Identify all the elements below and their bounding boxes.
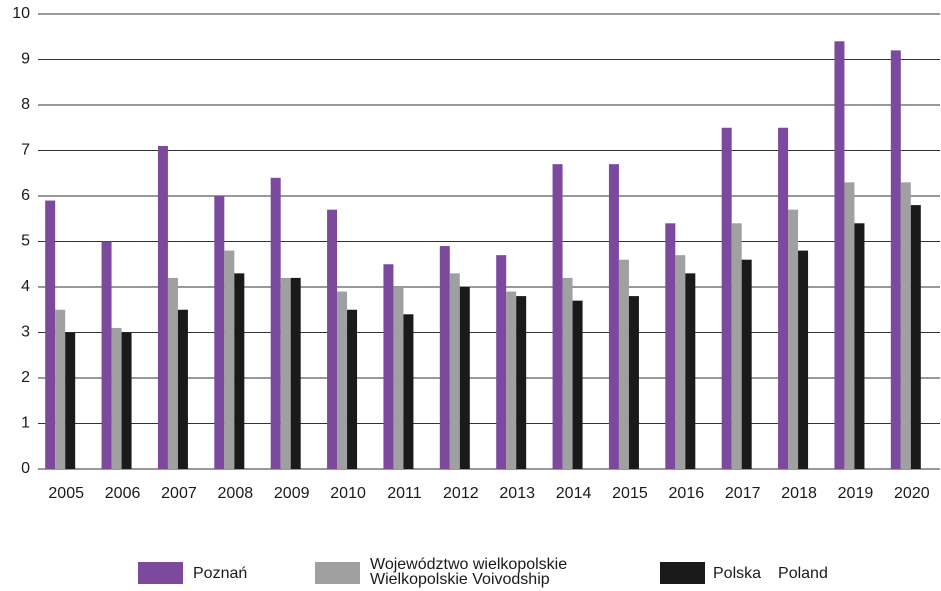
x-tick-label: 2008 <box>218 485 254 502</box>
bar <box>628 296 639 469</box>
bar <box>101 241 112 469</box>
x-tick-label: 2007 <box>161 485 197 502</box>
bar <box>403 314 414 469</box>
x-tick-label: 2013 <box>499 485 535 502</box>
bar <box>121 332 132 469</box>
x-tick-label: 2015 <box>612 485 648 502</box>
bar <box>618 259 629 469</box>
legend-swatch <box>138 562 183 584</box>
bar <box>675 255 686 469</box>
bar <box>337 291 348 469</box>
bar <box>900 182 911 469</box>
bar <box>65 332 76 469</box>
bar <box>665 223 676 469</box>
bar <box>45 200 56 470</box>
bar <box>459 287 470 469</box>
y-tick-label: 7 <box>21 142 30 159</box>
y-tick-label: 5 <box>21 233 30 250</box>
x-tick-label: 2020 <box>894 485 930 502</box>
legend-swatch <box>660 562 705 584</box>
bar <box>890 50 901 470</box>
x-tick-label: 2016 <box>669 485 705 502</box>
legend-label: Poznań <box>193 565 247 582</box>
bar <box>439 246 450 469</box>
bar <box>741 259 752 469</box>
x-tick-label: 2006 <box>105 485 141 502</box>
legend-swatch <box>315 562 360 584</box>
x-tick-label: 2005 <box>48 485 84 502</box>
bar <box>449 273 460 469</box>
y-tick-label: 2 <box>21 369 30 386</box>
bar <box>496 255 507 469</box>
x-tick-label: 2017 <box>725 485 761 502</box>
bar <box>562 277 573 469</box>
bar <box>270 177 281 470</box>
bar <box>506 291 517 469</box>
bar <box>834 41 845 470</box>
y-tick-label: 6 <box>21 187 30 204</box>
y-tick-label: 8 <box>21 96 30 113</box>
bar <box>157 145 168 469</box>
x-tick-label: 2018 <box>781 485 817 502</box>
y-tick-label: 4 <box>21 278 30 295</box>
bar <box>280 277 291 469</box>
bar <box>721 127 732 469</box>
bar <box>572 300 583 469</box>
bar <box>290 277 301 469</box>
bar <box>177 309 188 469</box>
bar <box>234 273 245 469</box>
x-tick-label: 2019 <box>838 485 874 502</box>
bar <box>788 209 799 469</box>
bar <box>778 127 789 469</box>
bar <box>393 287 404 469</box>
x-tick-label: 2009 <box>274 485 310 502</box>
bar <box>798 250 809 469</box>
bar <box>111 327 122 469</box>
x-tick-label: 2014 <box>556 485 592 502</box>
legend-label-en: Poland <box>778 565 828 582</box>
bar <box>167 277 178 469</box>
bar <box>214 196 225 469</box>
bar <box>552 164 563 469</box>
bar <box>516 296 527 469</box>
x-tick-label: 2012 <box>443 485 479 502</box>
y-tick-label: 10 <box>12 5 30 22</box>
bar <box>685 273 696 469</box>
bar <box>55 309 66 469</box>
bar <box>731 223 742 469</box>
bar <box>608 164 619 469</box>
legend-label: Województwo wielkopolskie <box>370 556 567 573</box>
bar <box>910 205 921 469</box>
x-tick-label: 2010 <box>330 485 366 502</box>
y-tick-label: 9 <box>21 51 30 68</box>
bar <box>854 223 865 469</box>
x-tick-label: 2011 <box>387 485 422 502</box>
legend-label-en: Wielkopolskie Voivodship <box>370 571 550 588</box>
y-tick-label: 0 <box>21 460 30 477</box>
bar <box>224 250 235 469</box>
legend-label: Polska <box>713 565 761 582</box>
bar <box>383 264 394 469</box>
y-tick-label: 3 <box>21 324 30 341</box>
bar <box>844 182 855 469</box>
bar <box>347 309 358 469</box>
y-tick-label: 1 <box>21 415 30 432</box>
bar <box>327 209 338 469</box>
